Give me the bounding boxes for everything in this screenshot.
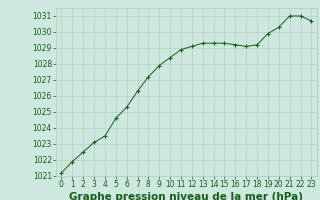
X-axis label: Graphe pression niveau de la mer (hPa): Graphe pression niveau de la mer (hPa) — [69, 192, 303, 200]
